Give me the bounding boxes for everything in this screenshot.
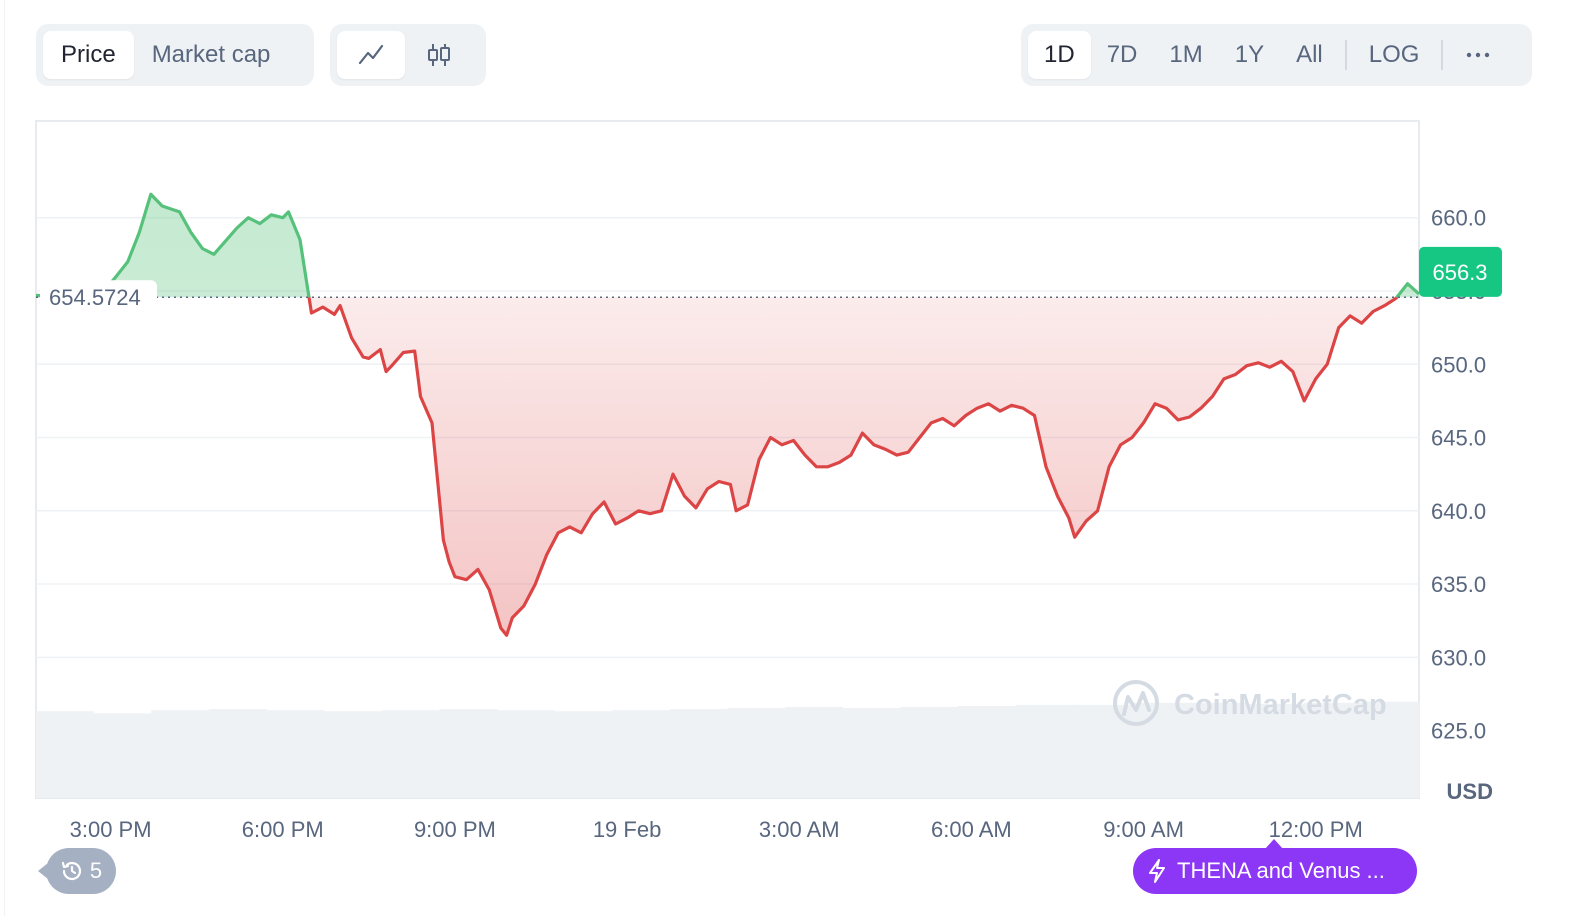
range-1y[interactable]: 1Y [1234,41,1265,68]
x-axis: 3:00 PM 6:00 PM 9:00 PM 19 Feb 3:00 AM 6:00 A… [70,817,1363,842]
log-toggle[interactable]: LOG [1368,41,1420,68]
candlestick-button[interactable] [405,31,473,79]
volume-bar [439,709,498,798]
volume-bar [1130,702,1189,798]
y-tick-label: 660.0 [1431,206,1486,231]
news-label: THENA and Venus ... [1177,858,1385,883]
range-7d[interactable]: 7D [1106,41,1138,68]
volume-bar [1246,703,1305,798]
watermark-text: CoinMarketCap [1174,689,1387,721]
volume-bar [1188,702,1247,798]
history-badge[interactable]: 5 [38,848,116,894]
volume-bar [1303,702,1362,798]
volume-bar [727,708,786,798]
y-tick-label: 630.0 [1431,645,1486,670]
lightning-icon [1149,859,1165,883]
price-area [36,194,1419,636]
price-labels: 654.5724 656.3 [40,246,1502,315]
currency-label: USD [1447,779,1493,804]
volume-bar [842,708,901,798]
volume-bar [151,710,210,798]
range-divider [1344,40,1347,70]
current-price-label: 656.3 [1432,260,1487,285]
volume-bar [324,711,383,798]
tab-market-cap[interactable]: Market cap [151,41,271,68]
candlestick-icon [428,44,450,66]
y-tick-label: 645.0 [1431,426,1486,451]
range-divider-2 [1441,40,1444,70]
volume-bar [497,710,556,798]
y-tick-label: 640.0 [1431,499,1486,524]
y-tick-label: 635.0 [1431,572,1486,597]
volume-bar [266,710,325,798]
x-tick-label: 3:00 PM [70,817,152,842]
volume-bar [554,711,613,798]
reference-price-label: 654.5724 [49,285,141,310]
range-all[interactable]: All [1296,41,1323,68]
volume-bar [208,709,267,798]
price-line [35,192,1421,637]
volume-bar [1361,701,1420,798]
line-chart-button[interactable] [337,31,405,79]
coinmarketcap-logo-icon [1113,680,1159,726]
watermark: CoinMarketCap [1113,680,1387,726]
x-tick-label: 6:00 PM [242,817,324,842]
line-chart-icon [358,44,384,65]
more-horizontal-icon [1467,52,1490,58]
price-line-down [40,297,1399,637]
volume-bar [381,710,440,798]
y-tick-label: 625.0 [1431,719,1486,744]
more-button[interactable] [1449,31,1507,79]
volume-bar [93,713,152,798]
area-below-reference [309,297,1397,636]
range-tabs: 1D 7D 1M 1Y All LOG [1021,24,1532,86]
reference-label-bg [40,280,157,315]
price-line-up [35,192,1421,298]
x-tick-label: 9:00 PM [414,817,496,842]
range-1d[interactable]: 1D [1028,31,1091,79]
x-tick-label: 3:00 AM [759,817,840,842]
news-badge[interactable]: THENA and Venus ... [1133,839,1417,894]
chart-style-buttons [330,24,486,86]
volume-bar [900,706,959,798]
volume-bar [785,706,844,798]
volume-bar [36,711,95,798]
data-type-tabs: Price Market cap [36,24,314,86]
area-above-reference [36,194,1419,298]
range-1m[interactable]: 1M [1169,41,1203,68]
x-tick-label: 6:00 AM [931,817,1012,842]
tab-price[interactable]: Price [43,31,134,79]
x-tick-label: 9:00 AM [1103,817,1184,842]
volume-bar [669,709,728,798]
volume-bar [612,710,671,798]
volume-bars [36,701,1420,798]
history-count: 5 [89,858,103,883]
current-price-badge [1419,246,1502,297]
volume-bar [1015,704,1074,798]
left-edge-border [0,0,5,916]
history-icon [61,861,81,881]
x-tick-label: 19 Feb [593,817,662,842]
y-tick-label: 650.0 [1431,352,1486,377]
volume-bar [958,705,1017,798]
x-tick-label: 12:00 PM [1269,817,1363,842]
